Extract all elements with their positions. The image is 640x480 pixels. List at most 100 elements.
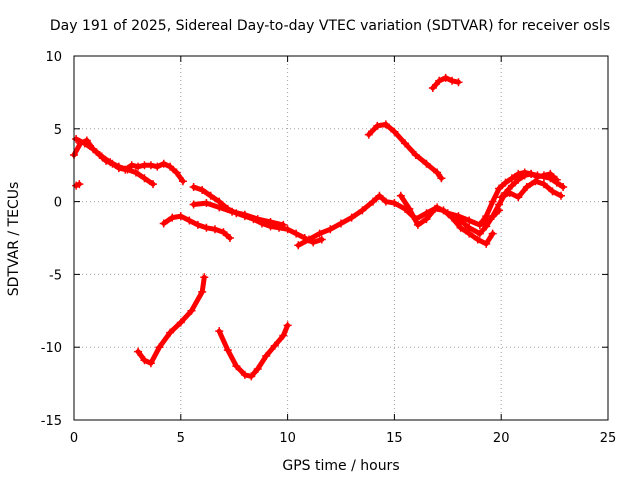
- data-point: [396, 191, 405, 200]
- data-point: [114, 162, 123, 171]
- data-point: [155, 343, 164, 352]
- data-point: [390, 199, 399, 208]
- data-point: [546, 169, 555, 178]
- x-tick-label: 15: [386, 431, 403, 446]
- data-point: [347, 213, 356, 222]
- y-tick-label: 5: [54, 123, 62, 138]
- data-point: [465, 223, 474, 232]
- series-track-7: [134, 273, 209, 368]
- data-point: [200, 273, 209, 282]
- data-point: [223, 346, 232, 355]
- data-point: [454, 78, 463, 87]
- data-point: [428, 84, 437, 93]
- y-tick-label: 0: [54, 196, 62, 211]
- x-tick-label: 5: [177, 431, 185, 446]
- series-line: [73, 136, 156, 187]
- data-layer: [70, 73, 568, 381]
- data-point: [247, 372, 256, 381]
- data-point: [381, 120, 390, 129]
- data-point: [270, 341, 279, 350]
- plot-frame: [73, 55, 609, 421]
- series-line: [216, 322, 291, 379]
- y-tick-label: -15: [41, 414, 62, 429]
- data-point: [435, 76, 444, 85]
- series-line: [398, 193, 496, 247]
- data-point: [375, 191, 384, 200]
- data-point: [381, 197, 390, 206]
- data-point: [80, 139, 89, 148]
- data-point: [501, 178, 510, 187]
- data-point: [533, 172, 542, 181]
- data-point: [548, 187, 557, 196]
- data-point: [559, 183, 568, 192]
- data-point: [215, 327, 224, 336]
- data-point: [437, 174, 446, 183]
- series-track-4: [189, 183, 326, 247]
- data-point: [185, 216, 194, 225]
- data-point: [507, 174, 516, 183]
- series-track-11: [396, 191, 497, 248]
- data-point: [172, 168, 181, 177]
- data-point: [219, 228, 228, 237]
- data-point: [552, 175, 561, 184]
- y-tick-label: 10: [45, 50, 62, 65]
- data-point: [253, 215, 262, 224]
- data-point: [413, 220, 422, 229]
- data-point: [456, 223, 465, 232]
- data-point: [131, 168, 140, 177]
- series-track-6: [159, 212, 234, 242]
- data-point: [514, 169, 523, 178]
- data-point: [240, 210, 249, 219]
- data-point: [202, 199, 211, 208]
- data-point: [106, 158, 115, 167]
- data-point: [189, 200, 198, 209]
- data-point: [225, 234, 234, 242]
- data-point: [465, 216, 474, 225]
- data-point: [373, 121, 382, 130]
- data-point: [146, 359, 155, 368]
- data-point: [454, 215, 463, 224]
- data-point: [317, 235, 326, 244]
- data-point: [401, 139, 410, 148]
- series-track-14: [497, 177, 566, 202]
- series-track-3: [72, 180, 84, 190]
- data-point: [304, 235, 313, 244]
- data-point: [283, 225, 292, 234]
- data-point: [140, 356, 149, 365]
- series-track-10: [364, 120, 446, 183]
- data-point: [149, 180, 158, 189]
- data-point: [232, 362, 241, 371]
- data-point: [283, 321, 292, 330]
- data-point: [262, 351, 271, 360]
- data-point: [430, 204, 439, 213]
- data-point: [294, 241, 303, 250]
- data-point: [539, 180, 548, 189]
- data-point: [72, 134, 81, 143]
- data-point: [166, 328, 175, 337]
- series-line: [161, 213, 233, 241]
- data-point: [134, 347, 143, 356]
- data-point: [497, 193, 506, 202]
- data-point: [482, 239, 491, 248]
- data-point: [358, 206, 367, 215]
- data-point: [140, 174, 149, 183]
- data-point: [441, 73, 450, 82]
- data-point: [198, 185, 207, 194]
- data-point: [539, 171, 548, 180]
- data-point: [159, 219, 168, 228]
- data-point: [166, 162, 175, 171]
- data-point: [176, 318, 185, 327]
- data-point: [522, 183, 531, 192]
- data-point: [215, 203, 224, 212]
- data-point: [369, 197, 378, 206]
- data-point: [176, 212, 185, 221]
- data-point: [178, 177, 187, 186]
- data-point: [198, 287, 207, 296]
- data-point: [315, 229, 324, 238]
- data-point: [405, 204, 414, 213]
- data-point: [279, 331, 288, 340]
- data-point: [364, 130, 373, 139]
- data-point: [482, 212, 491, 221]
- x-tick-label: 10: [279, 431, 296, 446]
